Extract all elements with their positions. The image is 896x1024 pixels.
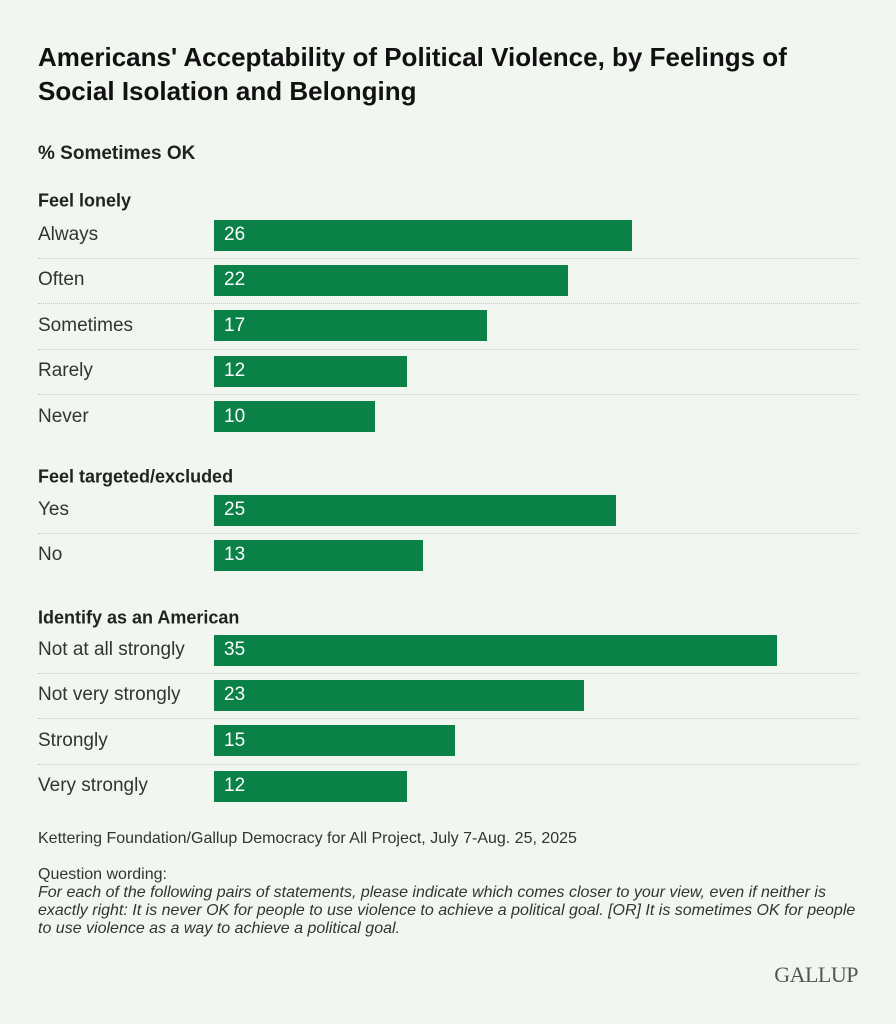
bar: 12 <box>214 355 408 387</box>
bar: 22 <box>214 264 568 296</box>
bar-value-label: 23 <box>224 684 246 706</box>
bar-value-label: 10 <box>224 405 246 427</box>
row-divider <box>38 532 858 534</box>
chart-title: Americans' Acceptability of Political Vi… <box>38 42 787 106</box>
group-header: Feel targeted/excluded <box>38 466 234 487</box>
bar-value-label: 26 <box>224 224 246 245</box>
gallup-logo: GALLUP <box>774 962 858 987</box>
group-header: Identify as an American <box>38 607 240 628</box>
category-label: Always <box>38 224 99 245</box>
category-label: Not at all strongly <box>38 639 185 660</box>
category-label: Never <box>38 405 89 427</box>
bar: 25 <box>214 494 617 526</box>
bar: 15 <box>214 725 456 757</box>
source-note: Kettering Foundation/Gallup Democracy fo… <box>38 830 577 847</box>
bar-value-label: 12 <box>224 775 246 797</box>
category-label: Yes <box>38 499 69 520</box>
category-label: No <box>38 544 63 566</box>
bar-value-label: 13 <box>224 544 246 566</box>
bar: 35 <box>214 634 777 666</box>
bar: 23 <box>214 679 584 711</box>
row-divider <box>38 718 858 720</box>
row-divider <box>38 348 858 350</box>
category-label: Strongly <box>38 729 108 751</box>
bar-value-label: 35 <box>224 639 246 660</box>
bar: 12 <box>214 770 408 802</box>
row-divider <box>38 303 858 305</box>
bar-value-label: 12 <box>224 360 246 382</box>
category-label: Not very strongly <box>38 684 181 706</box>
category-label: Rarely <box>38 360 93 382</box>
category-label: Often <box>38 269 85 291</box>
row-divider <box>38 672 858 674</box>
question-label: Question wording: <box>38 866 167 883</box>
bar: 10 <box>214 401 375 433</box>
bar: 13 <box>214 539 424 571</box>
bar-value-label: 25 <box>224 499 246 520</box>
bar: 26 <box>214 219 633 251</box>
chart-subtitle: % Sometimes OK <box>38 143 196 164</box>
bar-value-label: 15 <box>224 729 246 751</box>
bar-value-label: 22 <box>224 269 246 291</box>
category-label: Sometimes <box>38 314 134 336</box>
row-divider <box>38 763 858 765</box>
question-text: For each of the following pairs of state… <box>38 884 856 937</box>
bar-value-label: 17 <box>224 314 246 336</box>
row-divider <box>38 393 858 395</box>
bar: 17 <box>214 310 488 342</box>
category-label: Very strongly <box>38 775 148 797</box>
row-divider <box>38 257 858 259</box>
group-header: Feel lonely <box>38 190 132 211</box>
